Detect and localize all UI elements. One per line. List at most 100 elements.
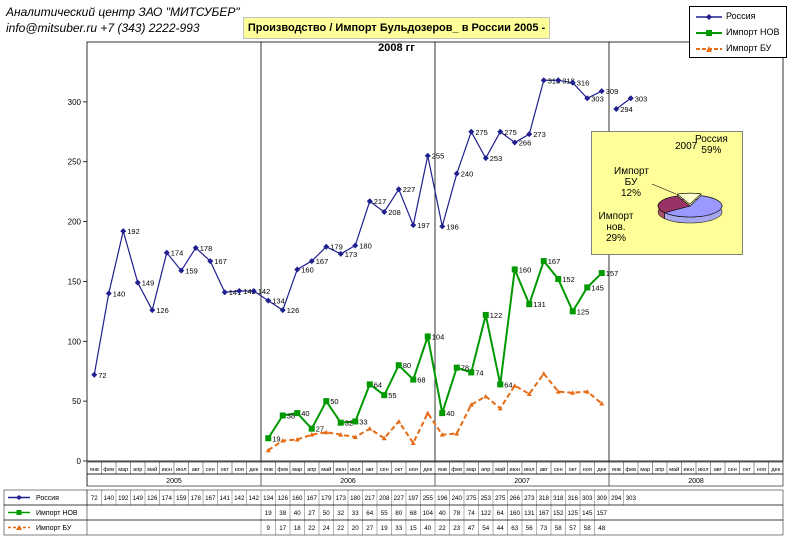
point-import-used [541,371,547,376]
data-label-import_new: 55 [388,391,396,400]
x-tick-label: фев [451,467,462,473]
data-table-cell: 63 [511,525,518,532]
point-import-used [439,432,445,437]
data-label-russia: 253 [490,154,503,163]
data-label-import_new: 104 [432,332,445,341]
point-import-new [424,333,431,340]
pie-label-russia-value: 59% [701,145,722,156]
data-table-cell: 152 [553,510,564,517]
data-table-cell: 48 [598,525,605,532]
pie-chart [651,183,723,224]
point-import-used [497,405,503,411]
data-label-import_new: 78 [461,364,469,373]
point-import-new [410,376,417,383]
data-label-import_new: 50 [330,397,338,406]
point-russia [424,152,431,159]
data-table-cell: 174 [162,495,173,502]
x-tick-label: фев [103,467,114,473]
point-russia [410,222,417,229]
data-table-cell: 33 [395,525,402,532]
x-tick-label: дек [597,467,606,473]
point-russia [250,288,257,295]
pie-label-russia: Россия 59% [695,134,728,156]
data-label-russia: 126 [156,306,169,315]
data-label-russia: 275 [504,128,517,137]
data-table-cell: 142 [249,495,260,502]
data-table-cell: 9 [267,525,271,532]
data-table-cell: 131 [524,510,535,517]
data-table-cell: 142 [234,495,245,502]
data-table-cell: 78 [453,510,460,517]
point-import-new [482,311,489,318]
data-table-cell: 73 [540,525,547,532]
y-tick-label: 300 [68,98,82,107]
data-label-russia: 72 [98,371,106,380]
point-russia [482,155,489,162]
point-russia [381,208,388,215]
data-label-russia: 197 [417,221,430,230]
point-import-used [280,438,286,443]
point-russia [439,223,446,230]
point-russia [221,289,228,296]
data-label-russia: 303 [591,94,604,103]
x-tick-label: авг [366,467,374,473]
year-label: 2008 [688,478,704,485]
point-russia [105,290,112,297]
series-line-import_used [267,371,603,452]
point-import-new [540,258,547,265]
data-label-import_new: 38 [287,412,295,421]
point-import-new [352,418,359,425]
x-tick-label: ноя [757,467,766,473]
x-tick-label: июн [162,467,172,473]
data-table-cell: 167 [205,495,216,502]
data-label-russia: 167 [214,257,227,266]
point-russia [149,307,156,314]
data-table-cell: 24 [323,525,330,532]
data-label-import_new: 64 [504,380,512,389]
data-table-cell: 178 [191,495,202,502]
data-label-russia: 134 [272,297,285,306]
data-table-cell: 266 [510,495,521,502]
pie-slice-russia [663,195,723,218]
chart-title: Производство / Импорт Бульдозеров_ в Рос… [243,17,550,54]
data-table-cell: 145 [582,510,593,517]
x-tick-label: янв [612,467,621,473]
data-table-cell: 19 [265,510,272,517]
data-table-cell: 149 [133,495,144,502]
data-label-import_new: 68 [417,376,425,385]
data-table-cell: 179 [321,495,332,502]
data-label-russia: 149 [142,279,155,288]
point-russia [91,371,98,378]
x-tick-label: май [495,466,505,473]
data-table-cell: 56 [526,525,533,532]
data-table-cell: 55 [381,510,388,517]
x-tick-label: дек [771,467,780,473]
data-label-russia: 255 [432,152,445,161]
x-tick-label: дек [249,467,258,473]
point-russia [453,170,460,177]
point-import-new [366,381,373,388]
point-import-used [396,418,402,424]
point-russia [337,250,344,257]
point-russia [555,77,562,84]
data-label-russia: 217 [374,197,387,206]
x-tick-label: сен [380,467,389,473]
data-label-russia: 179 [330,243,343,252]
y-tick-label: 50 [72,397,81,406]
point-russia [613,106,620,113]
data-table-cell: 15 [410,525,417,532]
data-table-cell: 197 [408,495,419,502]
legend-label-import-used: Импорт БУ [726,43,772,53]
data-label-russia: 159 [185,267,198,276]
x-tick-label: май [147,466,157,473]
point-import-used [526,391,532,396]
data-table-cell: 23 [453,525,460,532]
data-label-import_new: 167 [548,257,561,266]
y-tick-label: 0 [77,457,82,466]
company-contact: info@mitsuber.ru +7 (343) 2222-993 [6,21,200,35]
data-table-cell: 40 [439,510,446,517]
data-label-russia: 316 [577,79,590,88]
x-tick-label: ноя [235,467,244,473]
y-tick-label: 250 [68,158,82,167]
data-table-cell: 125 [568,510,579,517]
